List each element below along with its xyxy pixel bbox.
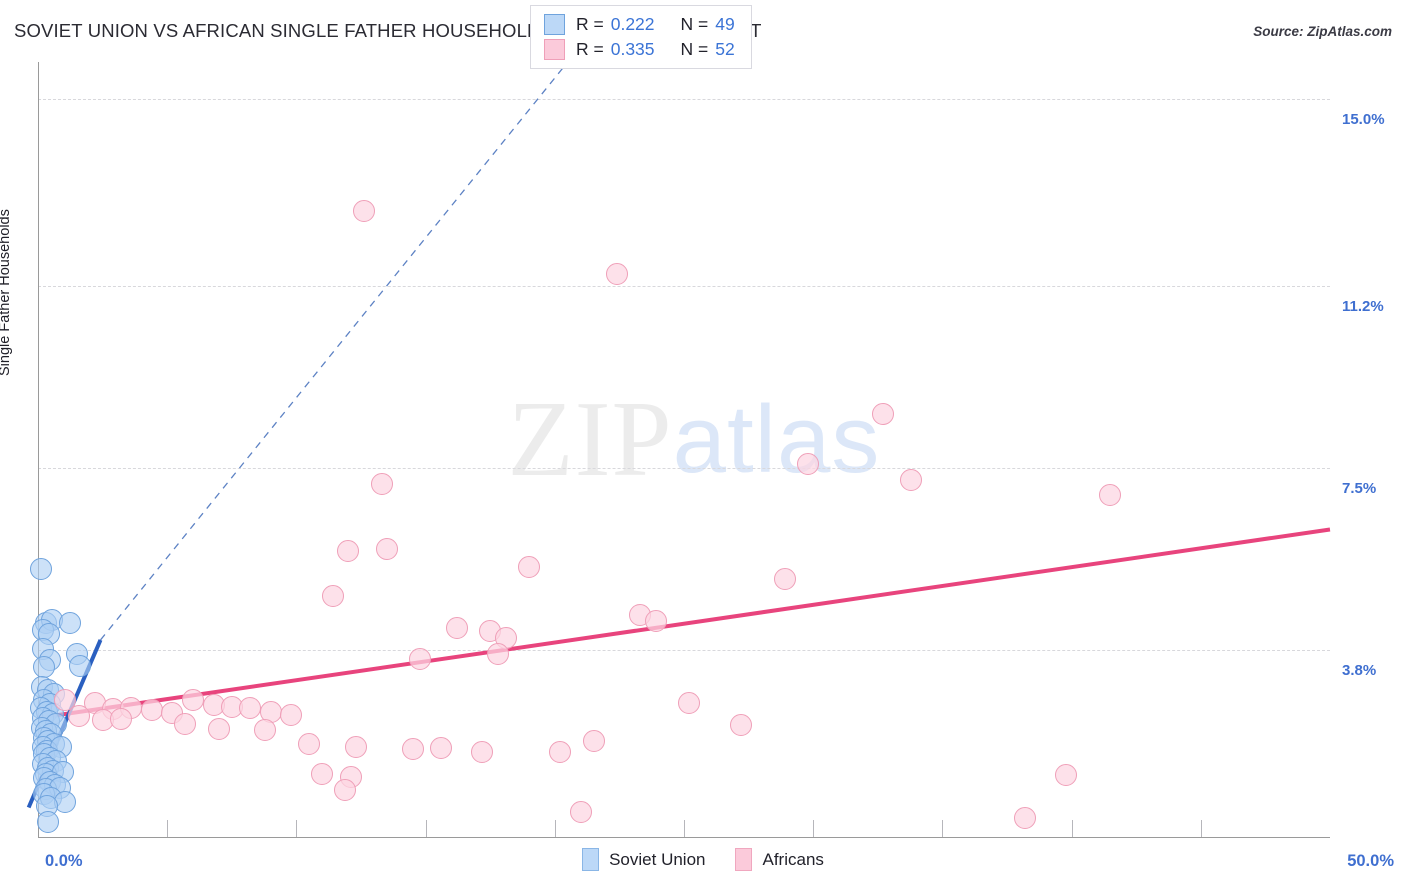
x-axis-tick (167, 820, 169, 837)
n-label: N = (680, 14, 709, 34)
scatter-point (207, 717, 230, 740)
scatter-point (337, 539, 360, 562)
stats-row: R = 0.335 N = 52 (544, 39, 735, 60)
series-legend: Soviet Union Africans (0, 848, 1406, 871)
scatter-point (517, 556, 540, 579)
scatter-point (174, 712, 197, 735)
scatter-point (644, 610, 667, 633)
r-value: 0.222 (610, 14, 655, 34)
scatter-point (311, 763, 334, 786)
x-axis-line (38, 837, 1330, 838)
x-axis-tick (1071, 820, 1073, 837)
scatter-point (370, 472, 393, 495)
scatter-point (486, 642, 509, 665)
scatter-point (238, 697, 261, 720)
trendlines (26, 29, 1331, 809)
correlation-stats-legend: R = 0.222 N = 49 R = 0.335 N = 52 (530, 5, 752, 69)
scatter-point (375, 538, 398, 561)
gridline (38, 650, 1330, 652)
y-axis-tick-label: 15.0% (1342, 110, 1385, 128)
y-axis-tick-label: 7.5% (1342, 479, 1377, 497)
legend-item-soviet-union[interactable]: Soviet Union (582, 848, 705, 871)
scatter-point (32, 656, 55, 679)
x-axis-tick (554, 820, 556, 837)
scatter-point (29, 557, 52, 580)
scatter-point (334, 779, 357, 802)
legend-swatch-africans-icon (735, 848, 753, 871)
scatter-point (900, 469, 923, 492)
legend-label-africans: Africans (762, 849, 824, 869)
scatter-point (254, 718, 277, 741)
n-value: 52 (715, 39, 735, 59)
scatter-point (1014, 807, 1037, 830)
gridline (38, 285, 1330, 287)
scatter-point (445, 616, 468, 639)
scatter-point (773, 567, 796, 590)
scatter-point (352, 200, 375, 223)
source-attribution: Source: ZipAtlas.com (1253, 24, 1392, 39)
watermark: ZIP atlas (38, 62, 1330, 837)
scatter-point (280, 703, 303, 726)
y-axis-title: Single Father Households (0, 209, 13, 376)
scatter-point (401, 738, 424, 761)
scatter-point (471, 741, 494, 764)
x-axis-tick (684, 820, 685, 837)
watermark-zip: ZIP (507, 379, 673, 499)
swatch-africans-icon (544, 39, 565, 60)
y-axis-line (38, 62, 39, 837)
scatter-point (37, 811, 60, 834)
scatter-point (140, 699, 163, 722)
legend-swatch-soviet-union-icon (582, 848, 600, 871)
trendline-africans (37, 527, 1331, 720)
scatter-point (729, 713, 752, 736)
scatter-point (1099, 484, 1122, 507)
scatter-point (548, 741, 571, 764)
scatter-point (1055, 764, 1078, 787)
y-axis-tick-label: 3.8% (1342, 662, 1377, 680)
stats-row: R = 0.222 N = 49 (544, 14, 735, 35)
scatter-point (59, 611, 82, 634)
x-axis-tick (425, 820, 427, 837)
scatter-point (298, 733, 321, 756)
scatter-point (182, 689, 205, 712)
watermark-atlas: atlas (672, 385, 881, 493)
scatter-point (109, 707, 132, 730)
legend-label-soviet-union: Soviet Union (609, 849, 706, 869)
r-value: 0.335 (610, 39, 655, 59)
scatter-point (54, 689, 77, 712)
scatter-point (797, 453, 820, 476)
plot-area: ZIP atlas (26, 29, 1331, 838)
scatter-point (871, 402, 894, 425)
scatter-point (344, 736, 367, 759)
scatter-point (68, 705, 91, 728)
r-label: R = (576, 39, 604, 59)
x-axis-tick (942, 820, 944, 837)
x-axis-max-label: 50.0% (1347, 852, 1394, 870)
scatter-point (409, 647, 432, 670)
scatter-point (569, 801, 592, 824)
scatter-point (605, 262, 628, 285)
y-axis-tick-label: 11.2% (1342, 297, 1384, 315)
scatter-point (678, 692, 701, 715)
x-axis-tick (296, 820, 298, 837)
swatch-soviet-union-icon (544, 14, 565, 35)
r-label: R = (576, 14, 604, 34)
scatter-point (321, 584, 344, 607)
x-axis-tick (1200, 820, 1202, 837)
scatter-point (430, 737, 453, 760)
x-axis-min-label: 0.0% (45, 852, 83, 870)
n-value: 49 (715, 14, 735, 34)
scatter-point (68, 654, 91, 677)
scatter-point (582, 730, 605, 753)
gridline (38, 467, 1330, 469)
n-label: N = (680, 39, 709, 59)
x-axis-tick (813, 820, 815, 837)
gridline (38, 98, 1330, 100)
legend-item-africans[interactable]: Africans (735, 848, 824, 871)
